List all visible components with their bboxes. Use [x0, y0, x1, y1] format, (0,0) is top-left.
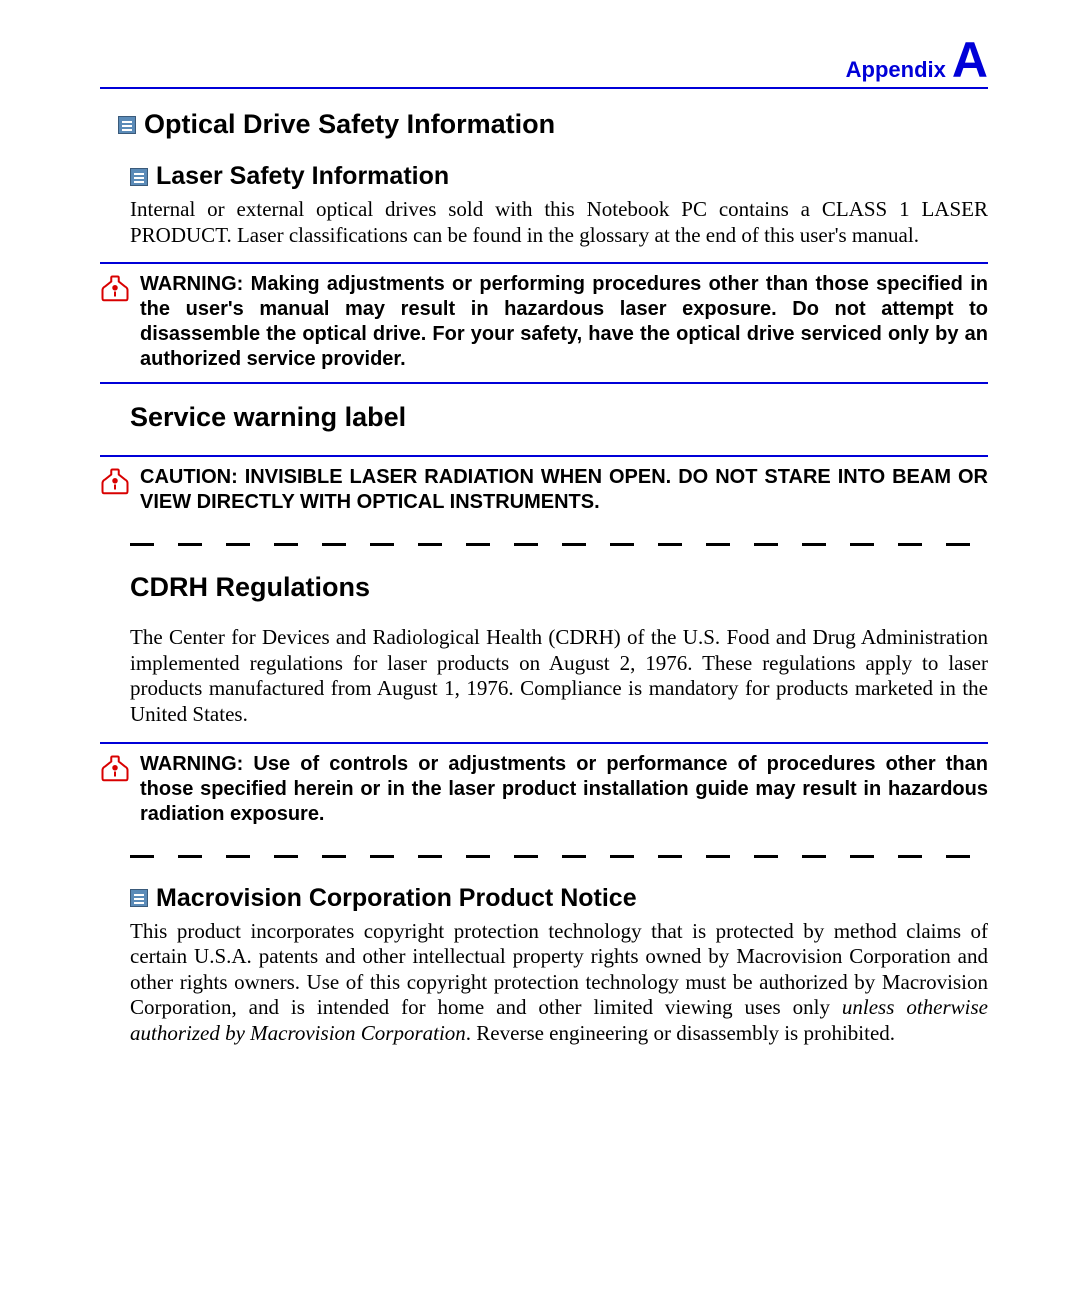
dashed-divider	[130, 543, 988, 546]
warning-icon	[100, 274, 130, 304]
caution-block-1: CAUTION: INVISIBLE LASER RADIATION WHEN …	[100, 455, 988, 525]
heading-laser-safety: Laser Safety Information	[130, 162, 988, 191]
appendix-letter: A	[952, 38, 988, 83]
macrovision-body: This product incorporates copyright prot…	[130, 919, 988, 1047]
cdrh-body: The Center for Devices and Radiological …	[130, 625, 988, 727]
heading-text: Laser Safety Information	[156, 162, 449, 191]
heading-service-warning: Service warning label	[130, 402, 988, 433]
warning-icon	[100, 754, 130, 784]
heading-macrovision: Macrovision Corporation Product Notice	[130, 884, 988, 913]
caution-text: CAUTION: INVISIBLE LASER RADIATION WHEN …	[140, 465, 988, 515]
warning-text: WARNING: Use of controls or adjustments …	[140, 752, 988, 827]
heading-cdrh: CDRH Regulations	[130, 572, 988, 603]
dashed-divider	[130, 855, 988, 858]
warning-block-1: WARNING: Making adjustments or performin…	[100, 262, 988, 384]
heading-text: CDRH Regulations	[130, 572, 370, 603]
warning-text: WARNING: Making adjustments or performin…	[140, 272, 988, 372]
heading-text: Service warning label	[130, 402, 406, 433]
macrovision-body-post: . Reverse engineering or disassembly is …	[466, 1021, 895, 1045]
page-header: Appendix A	[100, 38, 988, 89]
warning-icon	[100, 467, 130, 497]
document-icon	[130, 889, 148, 907]
appendix-label: Appendix	[846, 57, 946, 87]
document-icon	[118, 116, 136, 134]
laser-safety-body: Internal or external optical drives sold…	[130, 197, 988, 248]
heading-text: Macrovision Corporation Product Notice	[156, 884, 637, 913]
heading-optical-drive-safety: Optical Drive Safety Information	[118, 109, 988, 140]
document-icon	[130, 168, 148, 186]
warning-block-2: WARNING: Use of controls or adjustments …	[100, 742, 988, 837]
heading-text: Optical Drive Safety Information	[144, 109, 555, 140]
